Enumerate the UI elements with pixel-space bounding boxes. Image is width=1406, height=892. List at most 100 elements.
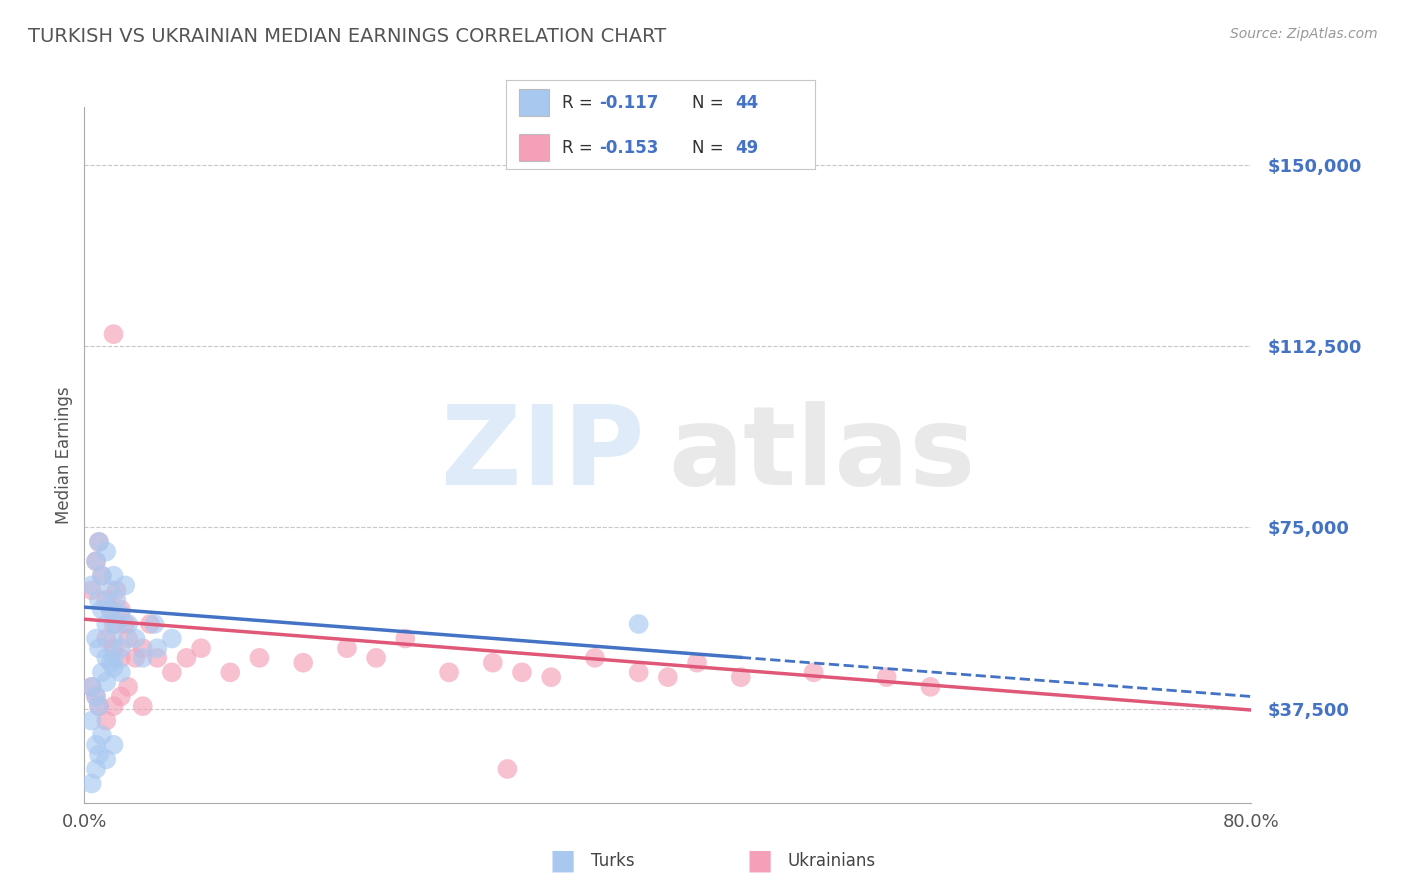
Point <box>132 651 155 665</box>
Point <box>146 651 169 665</box>
Point <box>105 617 128 632</box>
Point <box>583 651 606 665</box>
Point <box>110 607 132 622</box>
Point <box>96 544 118 558</box>
Text: ■: ■ <box>747 847 772 875</box>
Point <box>803 665 825 680</box>
Point <box>336 641 359 656</box>
Point <box>84 554 107 568</box>
Point <box>146 641 169 656</box>
Point <box>103 641 125 656</box>
Point <box>110 665 132 680</box>
Point <box>100 602 122 616</box>
Point <box>657 670 679 684</box>
Point <box>110 651 132 665</box>
FancyBboxPatch shape <box>519 89 550 116</box>
Point <box>87 641 110 656</box>
Point <box>686 656 709 670</box>
Point <box>160 665 183 680</box>
Point <box>117 680 139 694</box>
Point <box>190 641 212 656</box>
Point <box>247 651 270 665</box>
Point <box>96 752 118 766</box>
Point <box>80 578 103 592</box>
Point <box>103 568 125 582</box>
Point <box>87 747 110 762</box>
Point <box>90 602 112 616</box>
Text: N =: N = <box>692 138 728 157</box>
Point <box>132 641 155 656</box>
Point <box>84 690 107 704</box>
Text: 44: 44 <box>735 94 758 112</box>
Point <box>103 660 125 674</box>
Text: ZIP: ZIP <box>441 401 644 508</box>
FancyBboxPatch shape <box>519 134 550 161</box>
Point <box>80 583 103 598</box>
Text: Turks: Turks <box>591 852 634 870</box>
Point <box>84 632 107 646</box>
Point <box>90 568 112 582</box>
Point <box>103 327 125 342</box>
Point <box>627 665 650 680</box>
Point <box>876 670 898 684</box>
Point <box>96 651 118 665</box>
Point <box>139 617 162 632</box>
Text: atlas: atlas <box>668 401 976 508</box>
Point <box>103 632 125 646</box>
Point <box>540 670 562 684</box>
Point <box>103 738 125 752</box>
Point <box>84 738 107 752</box>
Point <box>90 665 112 680</box>
Point <box>114 578 136 592</box>
Point <box>87 534 110 549</box>
Point <box>80 776 103 790</box>
Point <box>96 617 118 632</box>
Point <box>143 617 166 632</box>
Point <box>80 714 103 728</box>
Point <box>100 656 122 670</box>
Point <box>105 583 128 598</box>
Point <box>437 665 460 680</box>
Point <box>103 617 125 632</box>
Point <box>394 632 416 646</box>
Y-axis label: Median Earnings: Median Earnings <box>55 386 73 524</box>
Point <box>105 592 128 607</box>
Text: N =: N = <box>692 94 728 112</box>
Point <box>84 554 107 568</box>
Point <box>160 632 183 646</box>
Point <box>510 665 533 680</box>
Text: ■: ■ <box>550 847 575 875</box>
Point <box>87 699 110 714</box>
Point <box>87 699 110 714</box>
Point <box>96 592 118 607</box>
Point <box>124 651 146 665</box>
Point <box>117 617 139 632</box>
Point <box>496 762 519 776</box>
Point <box>132 699 155 714</box>
Point <box>103 699 125 714</box>
Text: 49: 49 <box>735 138 758 157</box>
Point <box>110 641 132 656</box>
Text: Source: ZipAtlas.com: Source: ZipAtlas.com <box>1230 27 1378 41</box>
Point <box>366 651 388 665</box>
Text: TURKISH VS UKRAINIAN MEDIAN EARNINGS CORRELATION CHART: TURKISH VS UKRAINIAN MEDIAN EARNINGS COR… <box>28 27 666 45</box>
Point <box>80 680 103 694</box>
Point <box>96 632 118 646</box>
Point <box>920 680 942 694</box>
Point <box>124 632 146 646</box>
Text: -0.153: -0.153 <box>599 138 658 157</box>
Point <box>87 534 110 549</box>
Point <box>110 690 132 704</box>
Point <box>96 714 118 728</box>
Point <box>219 665 242 680</box>
Point <box>96 675 118 690</box>
Point <box>110 602 132 616</box>
Point <box>114 617 136 632</box>
Point <box>90 568 112 582</box>
Point <box>176 651 198 665</box>
Point <box>87 592 110 607</box>
Point <box>84 762 107 776</box>
Text: R =: R = <box>562 138 598 157</box>
Text: Ukrainians: Ukrainians <box>787 852 876 870</box>
Point <box>730 670 752 684</box>
